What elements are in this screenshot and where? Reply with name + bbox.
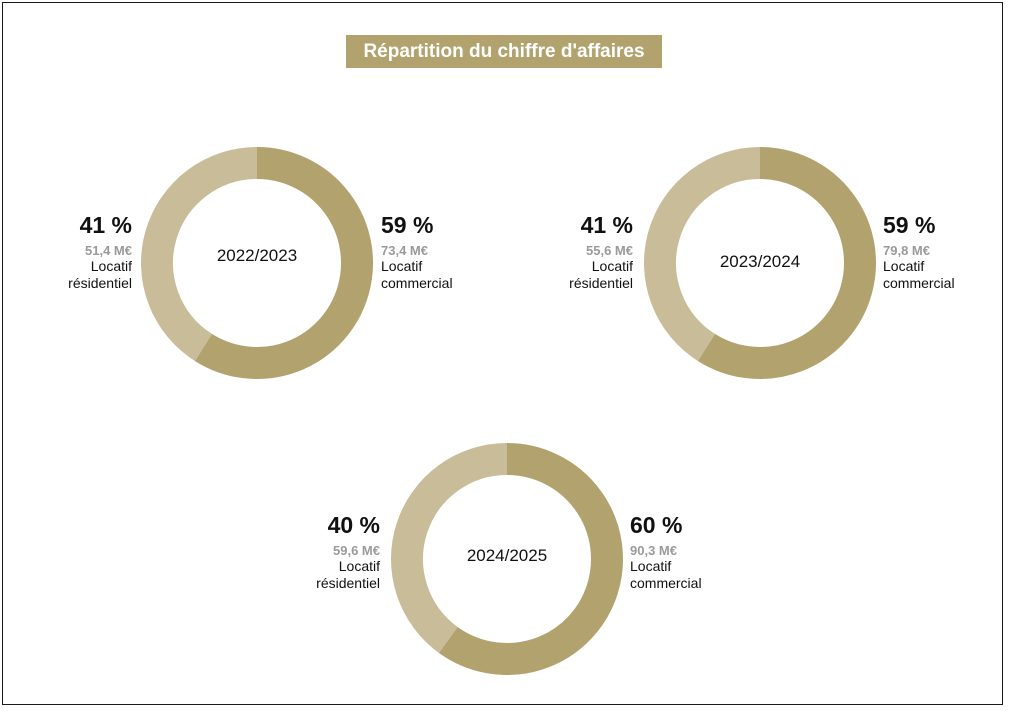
commercial-amount: 90,3 M€ [630,542,677,558]
residential-label-line2: résidentiel [68,274,132,291]
residential-percent: 41 % [580,212,633,238]
donut-center-label: 2022/2023 [216,246,298,265]
residential-slice [141,147,258,361]
donut-chart-2022-2023: 2022/2023 [141,147,373,379]
donut-center-label: 2023/2024 [719,252,801,271]
residential-label-line2: résidentiel [316,574,380,591]
residential-amount: 59,6 M€ [333,542,380,558]
commercial-slice [697,147,876,379]
donut-chart-2024-2025: 2024/2025 [391,443,623,675]
commercial-percent: 59 % [381,212,434,238]
commercial-label-line1: Locatif [630,558,672,575]
commercial-amount: 73,4 M€ [381,242,428,258]
commercial-label-line1: Locatif [883,258,925,275]
commercial-label-group: 59 % 73,4 M€ Locatif commercial [381,212,511,292]
donut-svg [644,147,876,379]
residential-label-line2: résidentiel [569,274,633,291]
residential-label-line1: Locatif [338,558,380,575]
commercial-percent: 59 % [883,212,936,238]
residential-label-group: 41 % 51,4 M€ Locatif résidentiel [2,212,132,292]
commercial-label-line1: Locatif [381,258,423,275]
residential-percent: 41 % [79,212,132,238]
residential-label-line1: Locatif [591,258,633,275]
residential-label-line1: Locatif [90,258,132,275]
commercial-slice [438,443,623,675]
donut-chart-2023-2024: 2023/2024 [644,147,876,379]
residential-label-group: 41 % 55,6 M€ Locatif résidentiel [503,212,633,292]
commercial-amount: 79,8 M€ [883,242,930,258]
residential-amount: 51,4 M€ [85,242,132,258]
commercial-slice [194,147,373,379]
commercial-label-group: 59 % 79,8 M€ Locatif commercial [883,212,1009,292]
residential-amount: 55,6 M€ [586,242,633,258]
donut-center-label: 2024/2025 [466,546,548,565]
commercial-label-line2: commercial [381,274,453,291]
residential-percent: 40 % [327,512,380,538]
chart-title: Répartition du chiffre d'affaires [346,35,662,68]
residential-slice [644,147,761,361]
donut-svg [141,147,373,379]
commercial-label-group: 60 % 90,3 M€ Locatif commercial [630,512,760,592]
residential-label-group: 40 % 59,6 M€ Locatif résidentiel [250,512,380,592]
commercial-percent: 60 % [630,512,683,538]
donut-svg [391,443,623,675]
commercial-label-line2: commercial [630,574,702,591]
residential-slice [391,443,508,653]
commercial-label-line2: commercial [883,274,955,291]
